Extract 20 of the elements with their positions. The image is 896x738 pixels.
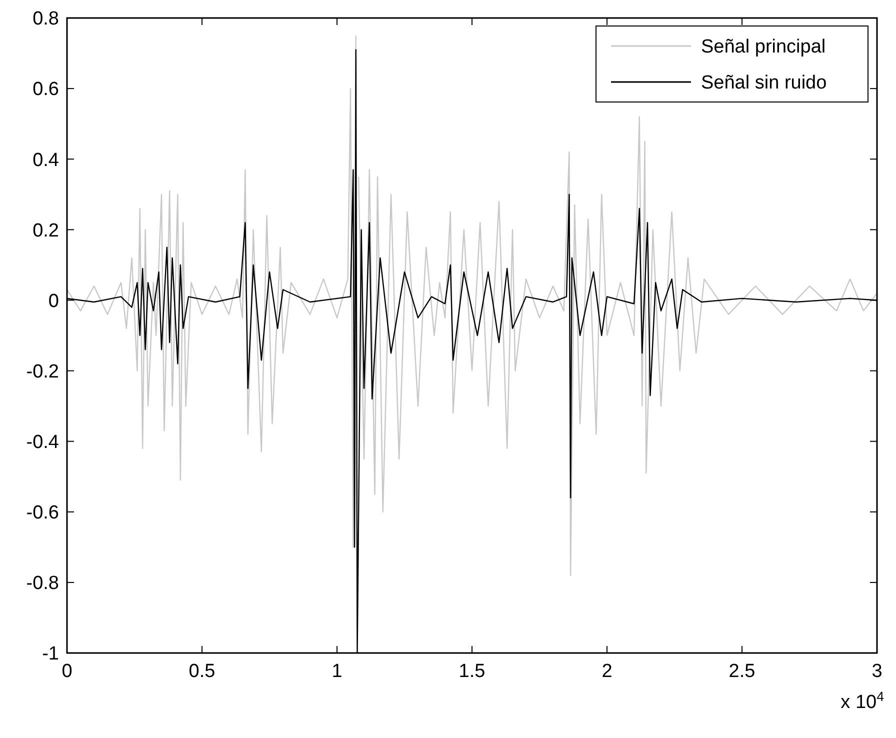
y-tick-label: -0.8 bbox=[26, 573, 59, 594]
y-tick-label: -0.4 bbox=[26, 432, 60, 453]
y-tick-label: -1 bbox=[42, 644, 59, 665]
x-tick-label: 1.5 bbox=[458, 661, 486, 682]
x-tick-label: 0.5 bbox=[188, 661, 216, 682]
y-tick-label: 0.2 bbox=[32, 220, 59, 242]
legend-label: Señal sin ruido bbox=[701, 72, 827, 94]
x-tick-label: 3 bbox=[872, 661, 882, 682]
y-tick-label: 0.6 bbox=[32, 79, 59, 100]
y-tick-label: 0.8 bbox=[32, 8, 59, 30]
x-tick-label: 0 bbox=[62, 661, 72, 682]
x-tick-label: 2 bbox=[602, 661, 612, 682]
legend-label: Señal principal bbox=[701, 36, 826, 58]
y-tick-label: 0.4 bbox=[32, 150, 60, 171]
y-tick-label: -0.6 bbox=[26, 502, 59, 524]
y-tick-label: -0.2 bbox=[26, 361, 59, 382]
x-tick-label: 1 bbox=[332, 661, 342, 682]
text: x 10$^{4}$ bbox=[840, 688, 884, 713]
y-tick-label: 0 bbox=[48, 290, 59, 312]
x-tick-label: 2.5 bbox=[728, 661, 756, 682]
